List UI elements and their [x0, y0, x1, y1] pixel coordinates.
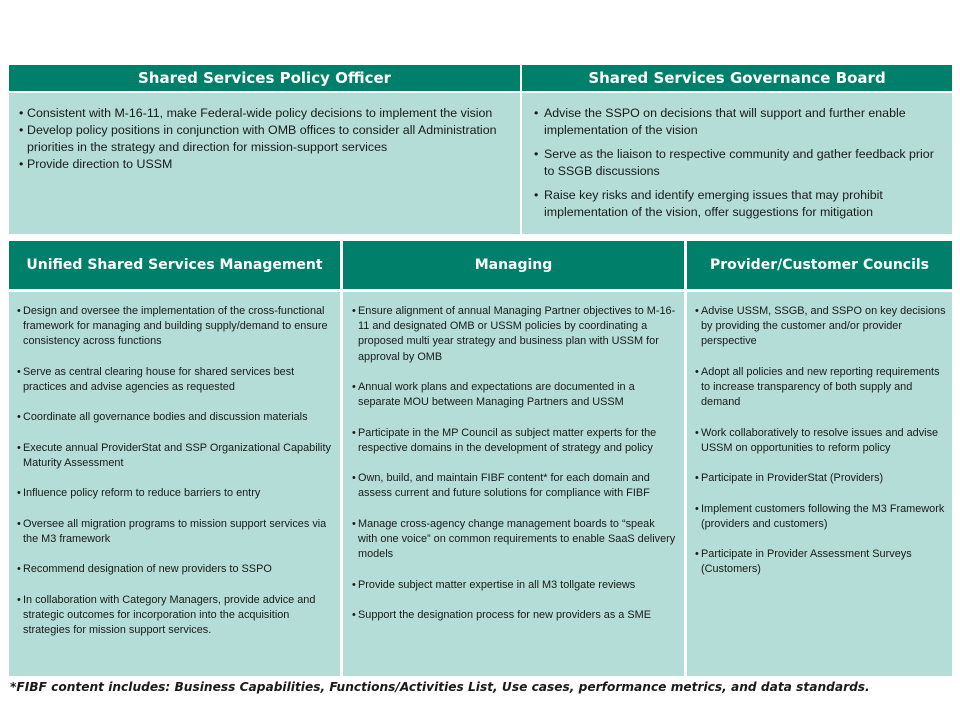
list-item: • Support the designation process for new… — [352, 608, 651, 621]
list-item: • Develop policy positions in conjunction… — [19, 123, 497, 154]
councils-header: Provider/Customer Councils — [687, 241, 952, 289]
list-item: • Serve as central clearing house for sha… — [17, 365, 295, 393]
managing-panel: • Ensure alignment of annual Managing Par… — [343, 292, 684, 676]
ssgb-panel: • Advise the SSPO on decisions that will … — [522, 93, 952, 234]
list-item: • Participate in Provider Assessment Surv… — [695, 548, 912, 576]
list-item: • Manage cross-agency change management b… — [352, 517, 676, 561]
ussm-header: Unified Shared Services Management — [9, 241, 340, 289]
list-item: • Own, build, and maintain FIBF content* … — [352, 472, 650, 500]
list-item: • Design and oversee the implementation o… — [17, 305, 328, 348]
list-item: • Ensure alignment of annual Managing Par… — [352, 305, 676, 363]
list-item: • Serve as the liaison to respective comm… — [534, 147, 934, 178]
sspo-bullet-list: • Consistent with M-16-11, make Federal-w… — [19, 105, 510, 173]
councils-panel: • Advise USSM, SSGB, and SSPO on key deci… — [687, 292, 952, 676]
list-item: • Advise the SSPO on decisions that will … — [534, 106, 906, 137]
list-item: • Advise USSM, SSGB, and SSPO on key deci… — [695, 305, 946, 348]
sspo-header: Shared Services Policy Officer — [9, 65, 520, 91]
ussm-bullet-list: • Design and oversee the implementation o… — [17, 304, 332, 638]
list-item: • Influence policy reform to reduce barri… — [17, 487, 261, 500]
list-item: • Participate in the MP Council as subjec… — [352, 426, 657, 454]
list-item: • Recommend designation of new providers … — [17, 563, 272, 576]
list-item: • Provide subject matter expertise in all… — [352, 578, 636, 591]
list-item: • Implement customers following the M3 Fr… — [695, 502, 945, 530]
list-item: • Consistent with M-16-11, make Federal-w… — [19, 106, 493, 120]
managing-header: Managing — [343, 241, 684, 289]
list-item: • Annual work plans and expectations are … — [352, 381, 635, 409]
list-item: • Coordinate all governance bodies and di… — [17, 411, 308, 424]
managing-bullet-list: • Ensure alignment of annual Managing Par… — [352, 304, 676, 623]
councils-bullet-list: • Advise USSM, SSGB, and SSPO on key deci… — [695, 304, 946, 578]
ssgb-header: Shared Services Governance Board — [522, 65, 952, 91]
list-item: • Work collaboratively to resolve issues … — [695, 426, 939, 454]
sspo-panel: • Consistent with M-16-11, make Federal-w… — [9, 93, 520, 234]
ssgb-bullet-list: • Advise the SSPO on decisions that will … — [534, 105, 944, 221]
list-item: • In collaboration with Category Managers… — [17, 593, 316, 637]
list-item: • Execute annual ProviderStat and SSP Org… — [17, 441, 331, 469]
list-item: • Oversee all migration programs to missi… — [17, 517, 327, 545]
list-item: • Participate in ProviderStat (Providers) — [695, 472, 884, 485]
ussm-panel: • Design and oversee the implementation o… — [9, 292, 340, 676]
fibf-footnote: *FIBF content includes: Business Capabil… — [10, 680, 870, 694]
list-item: • Provide direction to USSM — [19, 157, 173, 171]
list-item: • Adopt all policies and new reporting re… — [695, 365, 940, 409]
list-item: • Raise key risks and identify emerging i… — [534, 188, 883, 219]
